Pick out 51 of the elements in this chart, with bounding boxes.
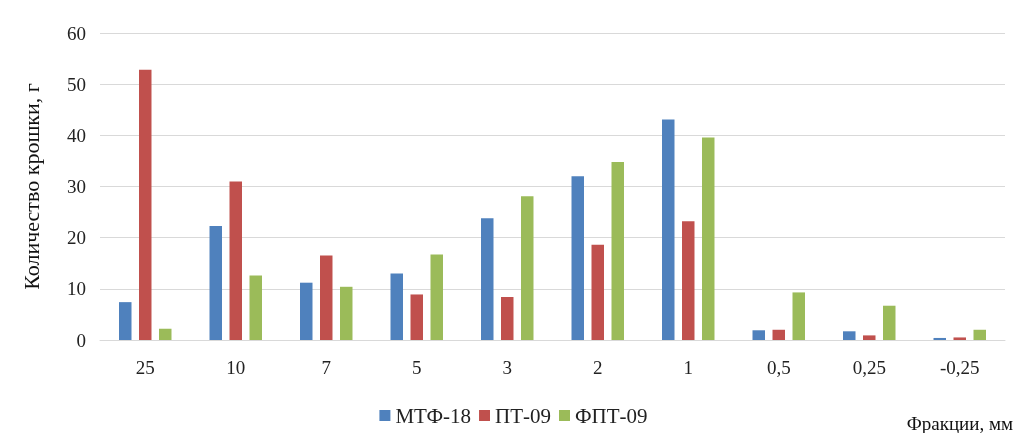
y-tick-label: 30 xyxy=(67,176,86,197)
bar xyxy=(843,331,856,340)
bar xyxy=(209,225,222,340)
bar xyxy=(481,218,494,340)
bar xyxy=(571,176,584,340)
x-tick-label: 3 xyxy=(502,357,512,378)
x-tick-label: 0,25 xyxy=(852,357,886,378)
bar xyxy=(159,328,172,340)
x-tick-label: 25 xyxy=(135,357,155,378)
y-tick-label: 60 xyxy=(67,22,86,44)
bar xyxy=(662,119,675,340)
bar xyxy=(410,294,423,340)
bar xyxy=(430,254,443,340)
y-tick-label: 50 xyxy=(67,73,86,95)
y-tick-label: 20 xyxy=(67,227,86,249)
bar xyxy=(521,196,534,340)
bar xyxy=(611,161,624,340)
bar xyxy=(591,244,604,340)
bar xyxy=(863,335,876,340)
bar xyxy=(682,221,695,340)
bar xyxy=(702,137,715,340)
y-axis-title: Количество крошки, г xyxy=(18,83,44,290)
x-tick-label: 5 xyxy=(412,357,422,378)
bar xyxy=(501,297,514,340)
bar xyxy=(119,302,132,340)
bar xyxy=(752,330,765,340)
bar xyxy=(933,337,946,340)
x-tick-label: -0,25 xyxy=(939,357,980,378)
bar xyxy=(320,255,333,340)
x-tick-label: 7 xyxy=(321,357,331,378)
x-tick-label: 0,5 xyxy=(766,357,791,378)
bar xyxy=(229,181,242,340)
bar xyxy=(340,286,353,340)
bar xyxy=(249,275,262,340)
bar xyxy=(883,305,896,340)
y-tick-label: 10 xyxy=(67,278,86,300)
bar xyxy=(300,282,313,340)
y-tick-label: 0 xyxy=(76,329,86,351)
bar xyxy=(953,337,966,340)
x-tick-label: 2 xyxy=(593,357,603,378)
x-tick-label: 10 xyxy=(226,357,246,378)
legend-label: ФПТ-09 xyxy=(575,403,648,428)
bar xyxy=(792,292,805,340)
bar xyxy=(973,329,986,340)
bar xyxy=(139,69,152,340)
bar xyxy=(390,273,403,340)
legend-label: МТФ-18 xyxy=(395,403,472,428)
legend-label: ПТ-09 xyxy=(495,403,552,428)
y-tick-label: 40 xyxy=(67,124,86,146)
bar xyxy=(772,329,785,340)
x-tick-label: 1 xyxy=(683,357,693,378)
